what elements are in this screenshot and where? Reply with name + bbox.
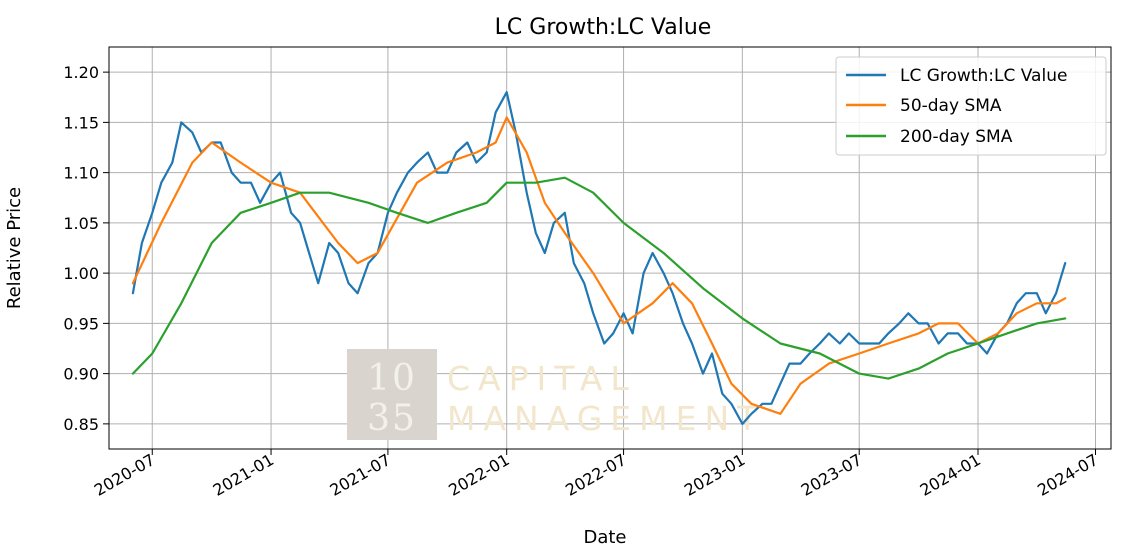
watermark-text-top: CAPITAL <box>447 359 637 398</box>
y-tick-label: 0.85 <box>63 415 99 434</box>
plot-frame <box>108 46 1112 450</box>
chart-title: LC Growth:LC Value <box>495 15 712 40</box>
watermark: 10 35 CAPITAL MANAGEMENT <box>347 349 765 440</box>
x-tick-label: 2023-01 <box>681 450 748 500</box>
x-tick-label: 2022-01 <box>445 450 512 500</box>
x-tick-label: 2020-07 <box>91 450 158 500</box>
legend-label-50-day-sma: 50-day SMA <box>900 96 1002 116</box>
y-axis-label: Relative Price <box>4 187 25 309</box>
legend: LC Growth:LC Value 50-day SMA 200-day SM… <box>835 56 1107 156</box>
x-tick-label: 2021-07 <box>327 450 394 500</box>
watermark-logo-box <box>347 349 437 440</box>
x-tick-label: 2024-01 <box>917 450 984 500</box>
x-tick-label: 2021-01 <box>210 450 277 500</box>
y-tick-label: 1.10 <box>63 164 99 183</box>
watermark-text-bottom: MANAGEMENT <box>447 399 765 438</box>
y-tick-label: 1.05 <box>63 214 99 233</box>
legend-label-200-day-sma: 200-day SMA <box>900 127 1013 147</box>
x-axis-label: Date <box>583 527 626 548</box>
y-tick-label: 0.90 <box>63 365 99 384</box>
series-line-50-day-sma <box>131 116 1067 415</box>
y-tick-label: 1.15 <box>63 113 99 132</box>
y-tick-label: 1.20 <box>63 63 99 82</box>
series-layer <box>131 91 1067 425</box>
series-line-lc-growth-lc-value <box>131 91 1067 425</box>
y-tick-label: 1.00 <box>63 264 99 283</box>
y-tick-label: 0.95 <box>63 314 99 333</box>
x-tick-label: 2024-07 <box>1034 450 1101 500</box>
watermark-number-top: 10 <box>367 358 417 399</box>
legend-label-lc-growth: LC Growth:LC Value <box>900 66 1067 86</box>
grid-layer <box>109 47 1111 449</box>
watermark-number-bottom: 35 <box>367 398 417 439</box>
x-tick-label: 2022-07 <box>562 450 629 500</box>
legend-box <box>835 56 1107 156</box>
x-tick-label: 2023-07 <box>798 450 865 500</box>
series-line-200-day-sma <box>131 176 1067 380</box>
